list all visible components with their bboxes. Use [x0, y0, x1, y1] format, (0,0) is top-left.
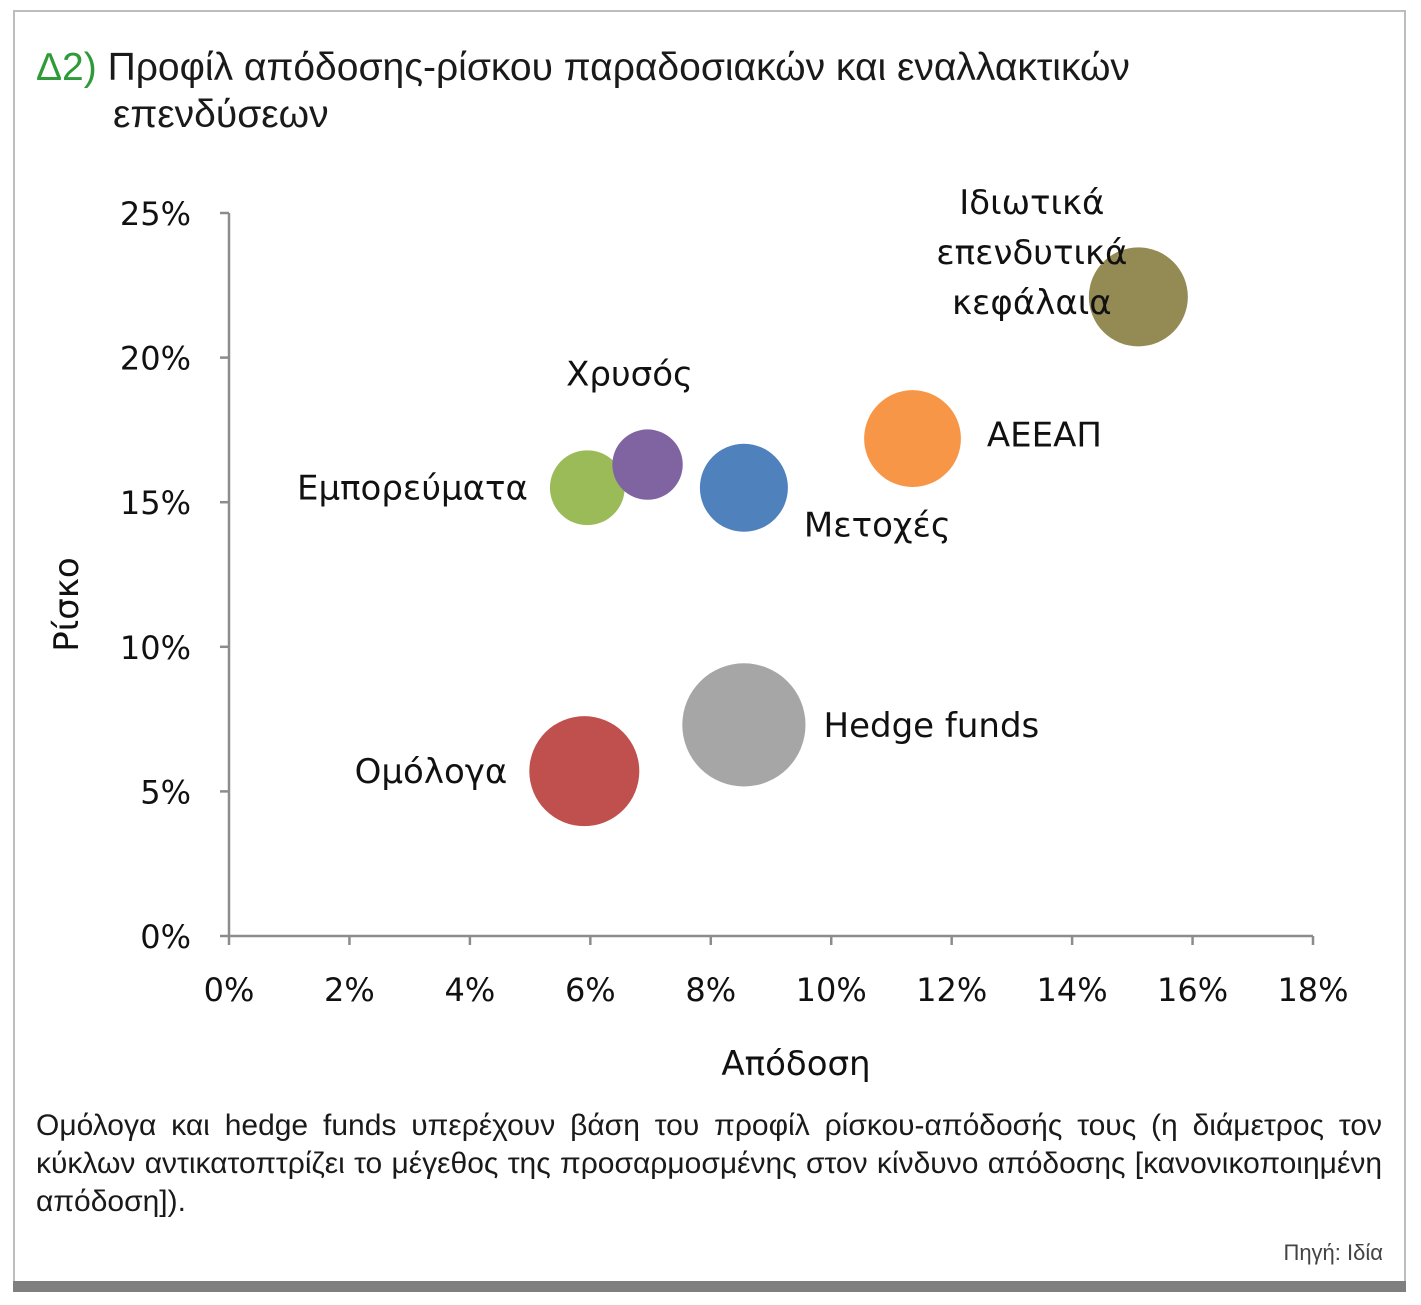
figure-source: Πηγή: Ιδία: [1283, 1240, 1383, 1265]
bubble: [549, 450, 625, 526]
bubble: [1088, 247, 1188, 347]
data-label: Χρυσός: [566, 354, 693, 394]
data-label: Ομόλογα: [355, 752, 508, 792]
y-tick-label: 5%: [140, 773, 191, 811]
y-tick-label: 15%: [120, 484, 191, 522]
x-tick-label: 12%: [916, 971, 987, 1009]
x-tick-label: 6%: [565, 971, 616, 1009]
title-line-1: Προφίλ απόδοσης-ρίσκου παραδοσιακών και …: [107, 46, 1130, 89]
data-label: ΑΕΕΑΠ: [987, 416, 1102, 456]
bubble: [529, 716, 640, 827]
x-tick-label: 4%: [445, 971, 496, 1009]
x-tick-label: 14%: [1037, 971, 1108, 1009]
data-label: Hedge funds: [824, 706, 1040, 746]
data-label: επενδυτικά: [936, 233, 1127, 273]
bottom-rule: [13, 1281, 1406, 1292]
figure-frame: [13, 10, 1406, 1282]
bubble: [699, 443, 788, 532]
x-tick-label: 10%: [796, 971, 867, 1009]
bubble-chart: 0% 2% 4% 6% 8% 10% 12% 14% 16% 18% 0% 5% 10% 15% 20% 25…: [47, 183, 1349, 1084]
figure-title: Δ2) Προφίλ απόδοσης-ρίσκου παραδοσιακών …: [36, 44, 1366, 138]
figure-caption: Ομόλογα και hedge funds υπερέχουν βάση τ…: [36, 1109, 1382, 1218]
bubble: [612, 429, 683, 500]
x-tick-label: 16%: [1157, 971, 1228, 1009]
title-line-2: επενδύσεων: [113, 93, 329, 136]
data-label: Ιδιωτικά: [959, 183, 1104, 223]
y-tick-label: 20%: [120, 340, 191, 378]
bubble: [864, 390, 961, 487]
y-tick-label: 25%: [120, 195, 191, 233]
x-axis-title: Απόδοση: [721, 1044, 870, 1084]
data-label: Εμπορεύματα: [297, 469, 528, 509]
x-tick-label: 18%: [1277, 971, 1348, 1009]
bubble: [682, 663, 806, 787]
data-label: κεφάλαια: [952, 283, 1112, 323]
figure-number: Δ2): [36, 46, 97, 89]
y-tick-label: 10%: [120, 629, 191, 667]
y-tick-label: 0%: [140, 918, 191, 956]
y-axis-title: Ρίσκο: [47, 557, 87, 651]
data-label: Μετοχές: [804, 506, 951, 546]
x-tick-label: 2%: [324, 971, 375, 1009]
x-tick-label: 0%: [204, 971, 255, 1009]
x-tick-label: 8%: [685, 971, 736, 1009]
